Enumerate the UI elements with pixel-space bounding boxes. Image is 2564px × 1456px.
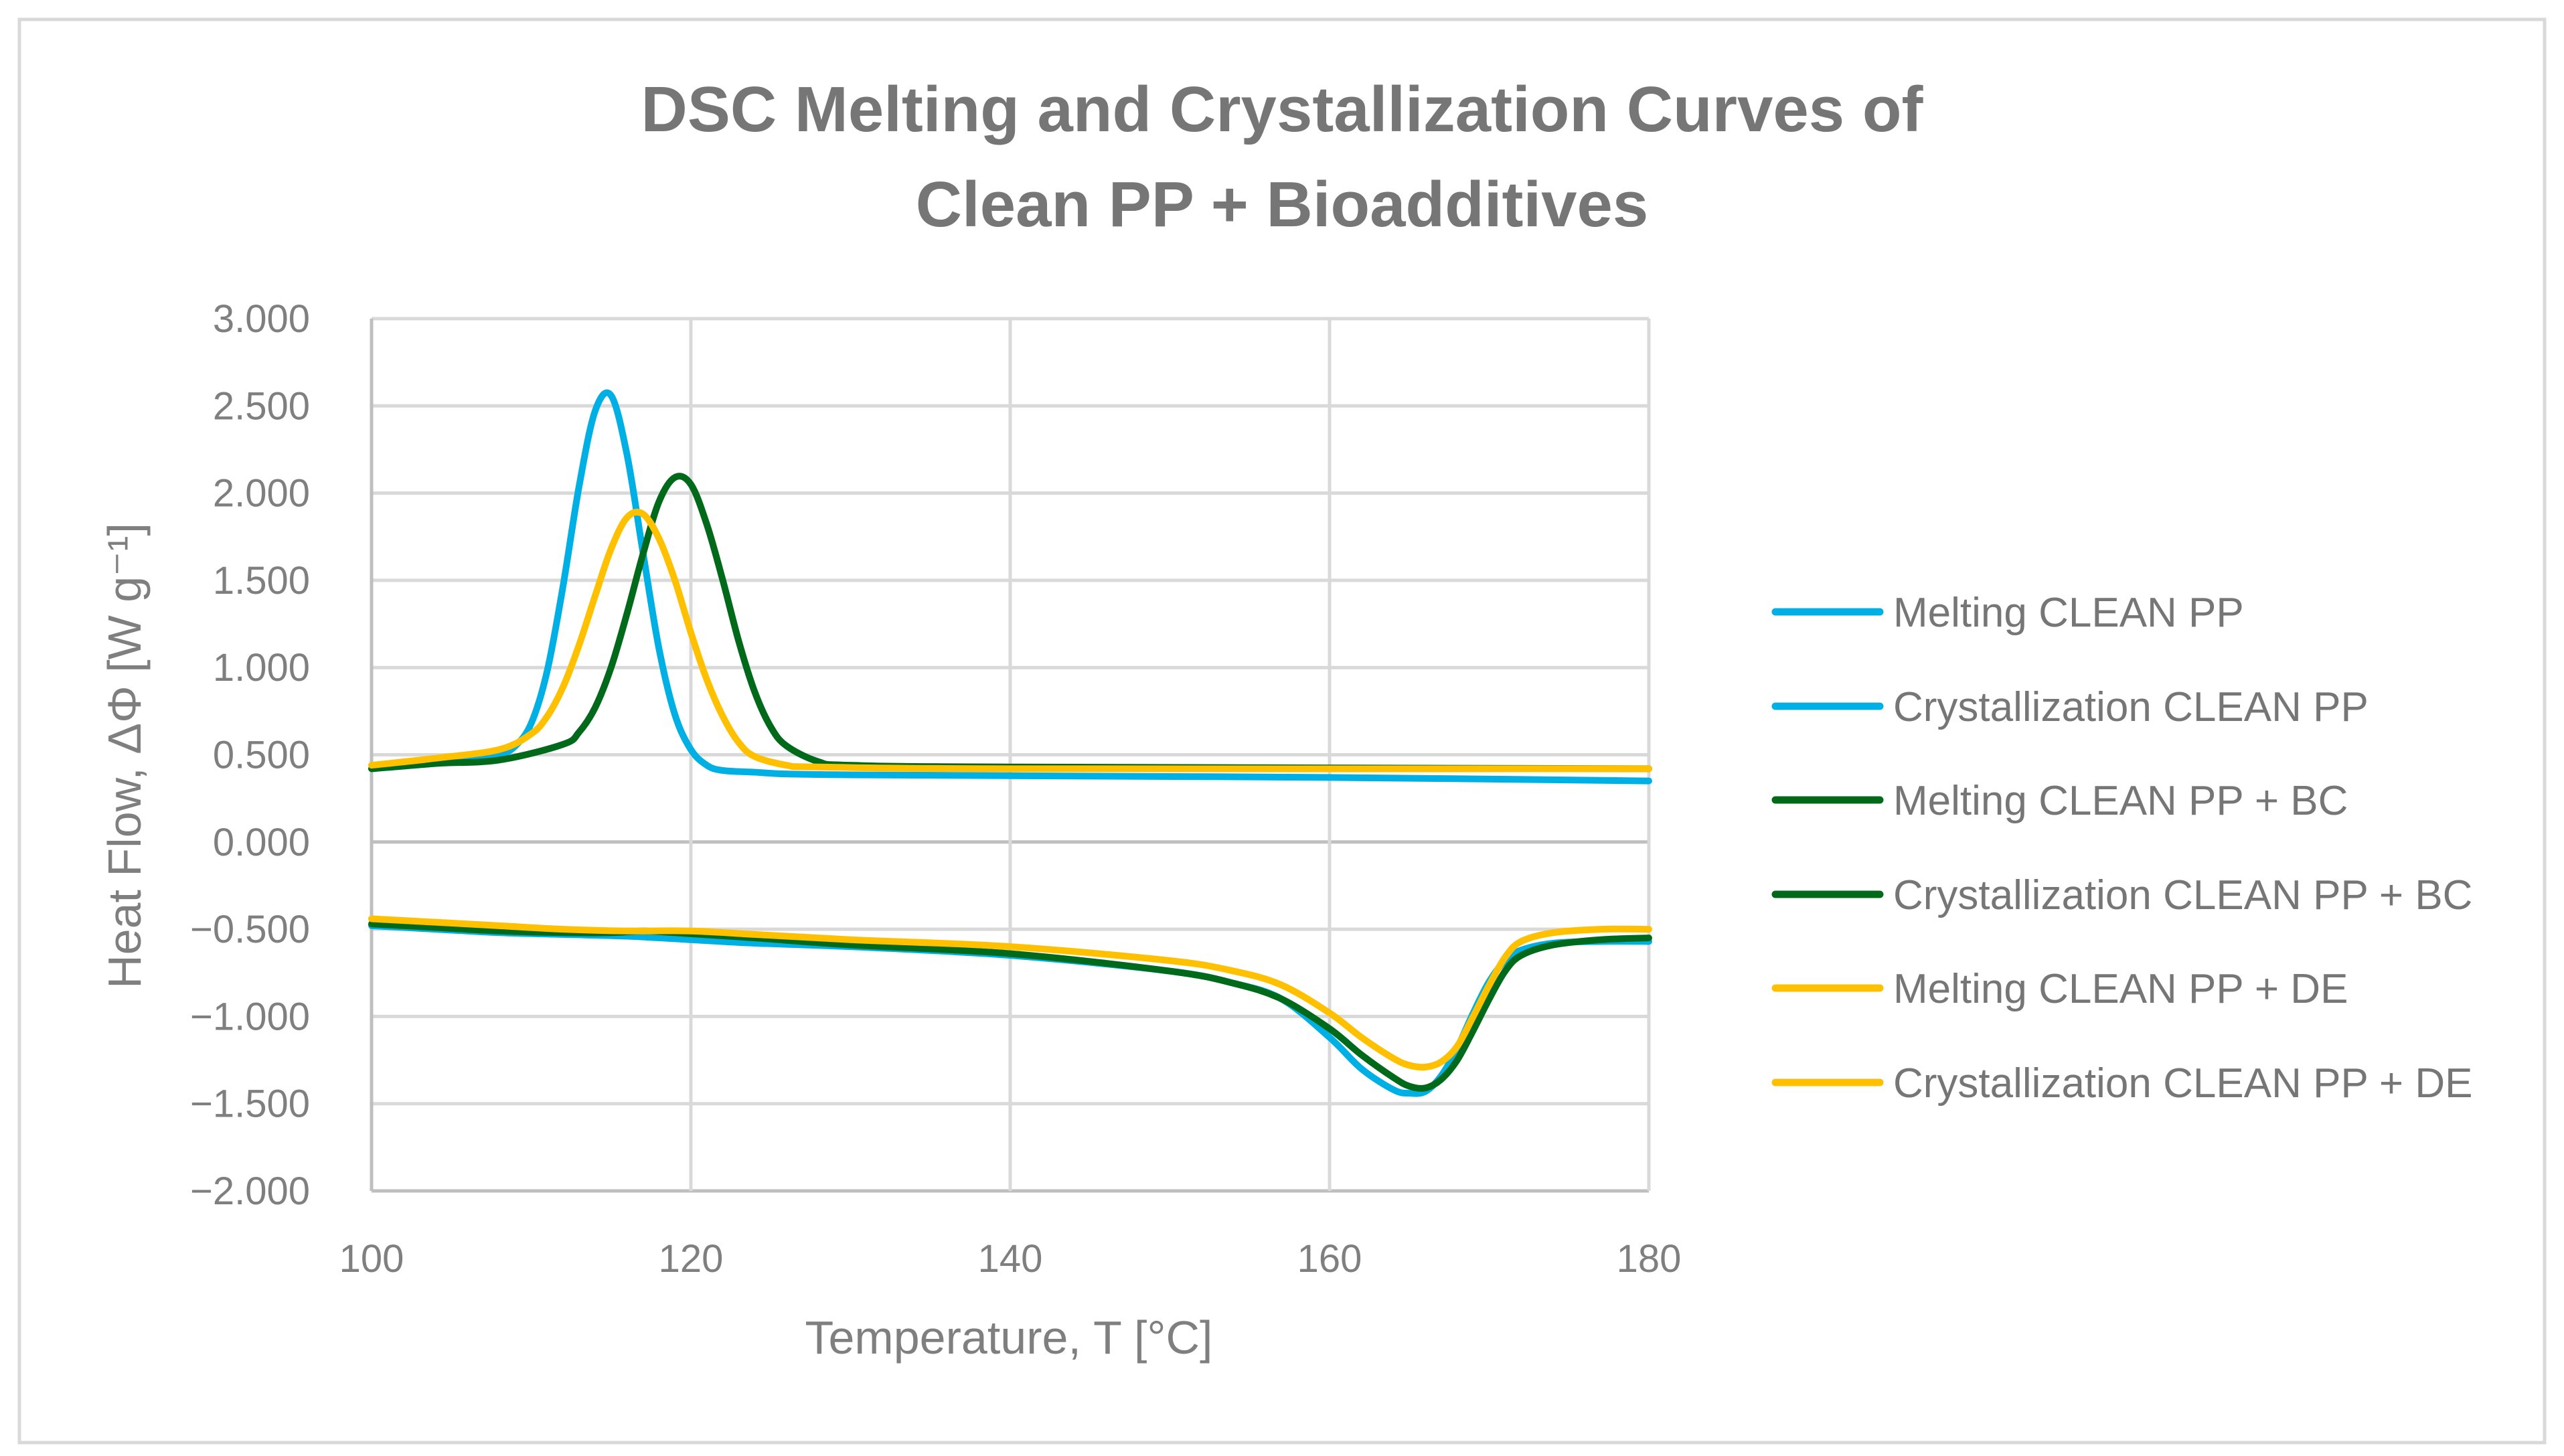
- y-tick-labels: 3.000 2.500 2.000 1.500 1.000 0.500 0.000 −0.50…: [190, 297, 310, 1213]
- x-tick-label: 180: [1617, 1237, 1682, 1281]
- legend: Melting CLEAN PP Crystallization CLEAN PP…: [1771, 590, 2472, 1107]
- y-tick-label: 2.000: [213, 472, 310, 515]
- y-tick-label: 1.500: [213, 559, 310, 602]
- legend-label: Crystallization CLEAN PP + BC: [1893, 872, 2472, 918]
- y-axis-title: Heat Flow, ΔΦ [W g⁻¹]: [98, 523, 151, 989]
- series-lines: [368, 389, 1652, 1097]
- x-tick-label: 100: [339, 1237, 404, 1281]
- legend-label: Crystallization CLEAN PP: [1893, 684, 2369, 730]
- chart-title-line-2: Clean PP + Bioadditives: [916, 169, 1649, 240]
- y-tick-label: −2.000: [190, 1169, 310, 1213]
- x-tick-label: 120: [659, 1237, 724, 1281]
- x-tick-label: 140: [978, 1237, 1043, 1281]
- series-line-crystallization-clean-pp-de: [368, 508, 1652, 773]
- y-tick-label: −1.000: [190, 995, 310, 1038]
- y-tick-label: 1.000: [213, 646, 310, 690]
- legend-item: Crystallization CLEAN PP: [1771, 684, 2369, 730]
- y-tick-label: −1.500: [190, 1082, 310, 1126]
- y-tick-label: 0.000: [213, 821, 310, 864]
- legend-label: Melting CLEAN PP + DE: [1893, 966, 2348, 1012]
- x-tick-label: 160: [1297, 1237, 1362, 1281]
- y-tick-label: 0.500: [213, 734, 310, 777]
- legend-item: Melting CLEAN PP: [1771, 590, 2244, 636]
- y-tick-label: −0.500: [190, 908, 310, 951]
- legend-item: Melting CLEAN PP + BC: [1771, 778, 2348, 824]
- legend-label: Melting CLEAN PP: [1893, 590, 2244, 636]
- chart-border: [17, 17, 2547, 1445]
- series-line-melting-clean-pp-de: [368, 915, 1652, 1071]
- x-tick-labels: 100 120 140 160 180: [339, 1237, 1682, 1281]
- chart-title-line-1: DSC Melting and Crystallization Curves o…: [641, 74, 1924, 145]
- gridlines: [370, 317, 1651, 1193]
- legend-label: Melting CLEAN PP + BC: [1893, 778, 2348, 824]
- y-tick-label: 2.500: [213, 384, 310, 428]
- legend-item: Crystallization CLEAN PP + DE: [1771, 1060, 2472, 1107]
- legend-item: Crystallization CLEAN PP + BC: [1771, 872, 2472, 918]
- y-tick-label: 3.000: [213, 297, 310, 341]
- legend-label: Crystallization CLEAN PP + DE: [1893, 1060, 2472, 1107]
- x-axis-title: Temperature, T [°C]: [805, 1311, 1213, 1364]
- series-line-crystallization-clean-pp: [368, 389, 1652, 785]
- legend-item: Melting CLEAN PP + DE: [1771, 966, 2348, 1012]
